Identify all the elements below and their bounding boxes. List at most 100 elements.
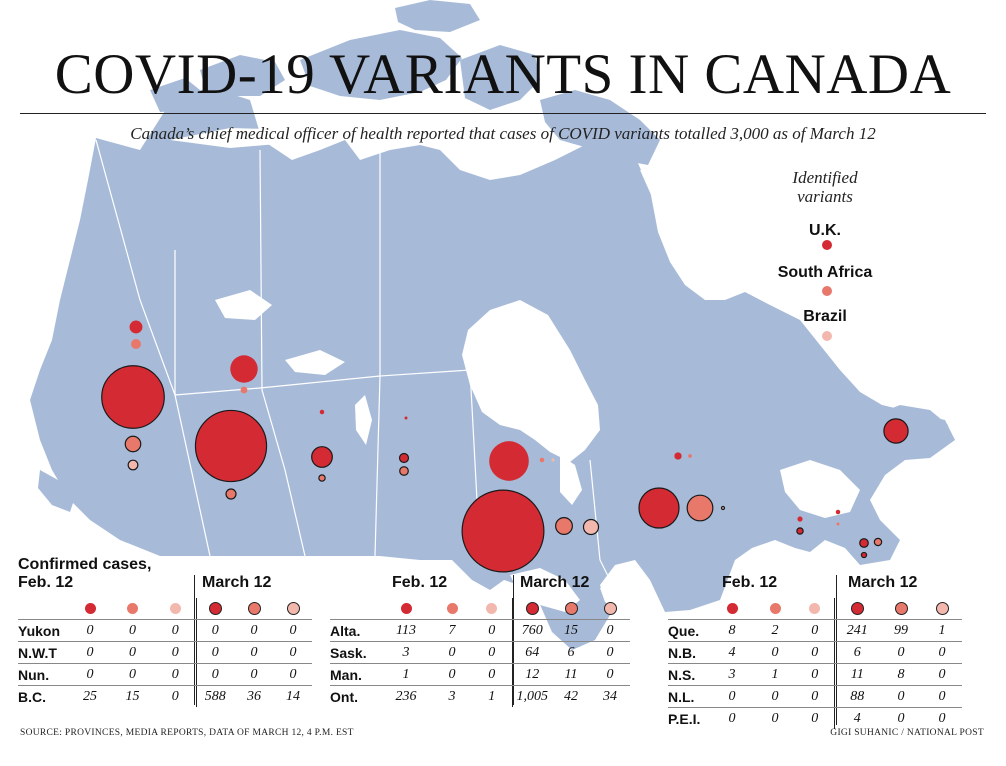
- cell: 0: [70, 619, 110, 642]
- bubble-que-uk-mar: [638, 487, 680, 529]
- cell: 0: [274, 641, 312, 664]
- cell: 1: [754, 663, 796, 686]
- legend-label-uk: U.K.: [809, 222, 841, 239]
- cell: 0: [472, 619, 512, 642]
- row-name: N.L.: [668, 685, 710, 708]
- confirmed-cases-label: Confirmed cases, Feb. 12: [18, 556, 151, 592]
- bubble-bc-southafrica-mar: [124, 435, 142, 453]
- cell: 0: [728, 710, 736, 726]
- bubble-ont-uk-mar: [461, 489, 545, 573]
- cell: 588: [195, 685, 234, 707]
- cell: 0: [472, 641, 512, 664]
- cell: 7: [432, 619, 472, 642]
- legend-label-south-africa: South Africa: [777, 264, 873, 281]
- bubble-ns-uk-mar: [859, 538, 869, 548]
- t2-dot-row: [330, 598, 630, 620]
- cell: 236: [395, 688, 417, 704]
- bubble-ns-uk-feb: [835, 509, 841, 515]
- legend-label-brazil: Brazil: [803, 308, 847, 325]
- table-row: N.W.T 0 0 0 0 0 0: [18, 641, 312, 664]
- table-row: N.S. 3 1 0 11 8 0: [668, 663, 962, 686]
- cell: 34: [603, 688, 617, 704]
- cell: 0: [590, 641, 630, 664]
- legend-dot-south-africa: [822, 286, 832, 296]
- bubble-nb-uk-feb: [797, 516, 803, 522]
- water-bodies: [170, 110, 860, 612]
- row-name: N.W.T: [18, 641, 70, 664]
- bubble-bc-uk-mar: [101, 365, 165, 429]
- cell: 0: [796, 641, 834, 664]
- bubble-ns-southafrica-mar: [873, 537, 883, 547]
- row-name: Man.: [330, 663, 380, 686]
- cell: 2: [754, 619, 796, 642]
- cell: 241: [833, 619, 880, 642]
- bubble-alta-uk-feb: [230, 355, 258, 383]
- title-rule: [20, 113, 986, 114]
- cell: 0: [897, 710, 905, 726]
- bubble-que-uk-feb: [674, 452, 682, 460]
- row-name: Alta.: [330, 619, 380, 642]
- cell: 3: [380, 641, 432, 664]
- table-row: N.B. 4 0 0 6 0 0: [668, 641, 962, 664]
- bubble-sask-uk-feb: [319, 409, 325, 415]
- cell: 0: [274, 619, 312, 642]
- dot-south-africa-march: [247, 601, 261, 615]
- dot-uk-march: [850, 601, 864, 615]
- table-row: Man. 1 0 0 12 11 0: [330, 663, 630, 686]
- cell: 760: [511, 619, 552, 642]
- cell: 15: [125, 688, 140, 704]
- cell: 0: [195, 641, 234, 664]
- table-row: N.L. 0 0 0 88 0 0: [668, 685, 962, 708]
- t1-feb-header: Feb. 12: [18, 574, 74, 591]
- bubble-alta-uk-mar: [194, 409, 268, 483]
- table-east: Que. 8 2 0 241 99 1 N.B. 4 0 0 6 0 0 N.S…: [668, 598, 962, 729]
- cell: 0: [754, 641, 796, 664]
- cell: 0: [155, 641, 196, 664]
- cell: 0: [796, 685, 834, 708]
- dot-brazil: [809, 602, 821, 614]
- cell: 0: [110, 641, 155, 664]
- bubble-alta-southafrica-mar: [225, 488, 237, 500]
- dot-uk: [726, 602, 738, 614]
- bubble-bc-uk-feb: [129, 320, 143, 334]
- table-row: Nun. 0 0 0 0 0 0: [18, 663, 312, 686]
- bubble-layer: [101, 320, 909, 573]
- cell: 0: [880, 685, 922, 708]
- cell: 15: [552, 619, 590, 642]
- cell: 0: [110, 663, 155, 686]
- cell: 4: [710, 641, 754, 664]
- cell: 36: [247, 688, 261, 704]
- dot-brazil: [169, 602, 181, 614]
- cell: 4: [833, 707, 880, 729]
- cell: 0: [590, 619, 630, 642]
- cell: 8: [710, 619, 754, 642]
- dot-south-africa-march: [564, 601, 578, 615]
- row-name: Nun.: [18, 663, 70, 686]
- cell: 0: [110, 619, 155, 642]
- cell: 0: [880, 641, 922, 664]
- bubble-que-southafrica-mar: [686, 494, 714, 522]
- table-row: Yukon 0 0 0 0 0 0: [18, 619, 312, 642]
- cell: 0: [796, 663, 834, 686]
- cell: 3: [448, 688, 456, 704]
- cell: 1,005: [511, 685, 552, 707]
- cell: 6: [552, 641, 590, 664]
- bubble-que-southafrica-feb: [688, 454, 692, 458]
- table-row: Sask. 3 0 0 64 6 0: [330, 641, 630, 664]
- cell: 0: [234, 641, 274, 664]
- row-name: N.S.: [668, 663, 710, 686]
- dot-uk: [84, 602, 96, 614]
- dot-brazil: [486, 602, 498, 614]
- bubble-sask-southafrica-mar: [318, 474, 326, 482]
- bubble-bc-southafrica-feb: [131, 339, 141, 349]
- t3-feb-header: Feb. 12: [722, 574, 778, 591]
- cell: 0: [811, 710, 819, 726]
- legend-dot-uk: [822, 240, 832, 250]
- cell: 0: [195, 663, 234, 686]
- cell: 1: [922, 619, 962, 642]
- subtitle: Canada’s chief medical officer of health…: [130, 124, 876, 143]
- legend-dot-brazil: [822, 331, 832, 341]
- cell: 0: [472, 663, 512, 686]
- provincial-borders: [95, 139, 621, 601]
